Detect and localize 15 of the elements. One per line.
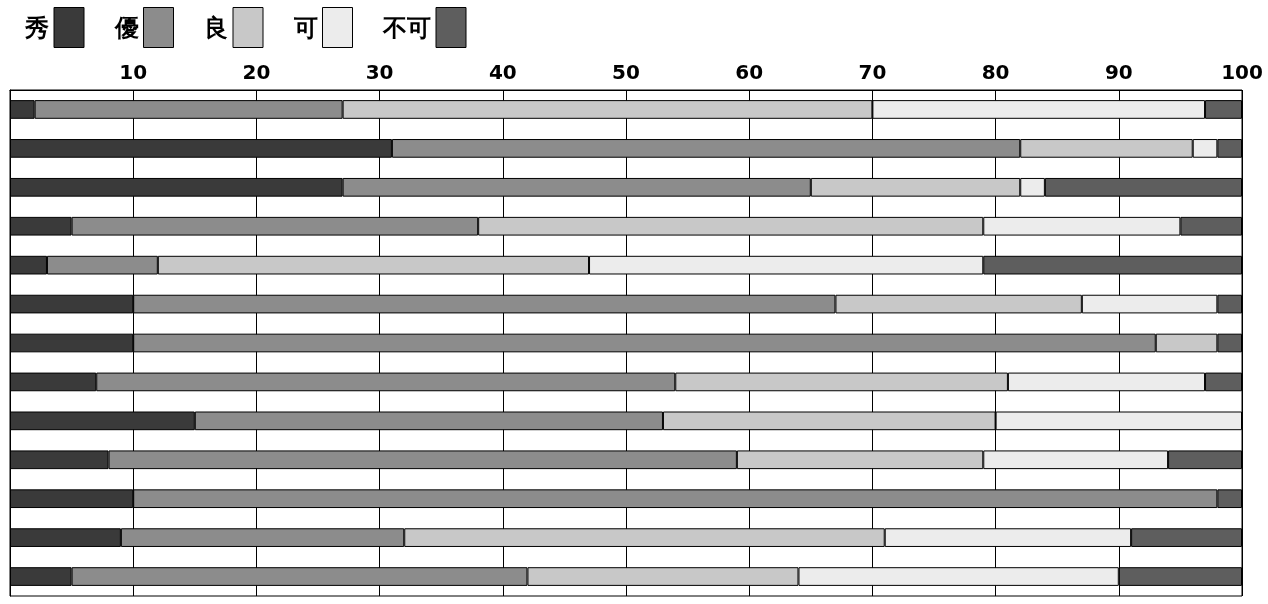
x-tick-label: 90	[1104, 60, 1133, 84]
legend-label: 秀	[24, 13, 49, 42]
legend-label: 不可	[382, 13, 431, 42]
x-tick-label: 40	[488, 60, 517, 84]
legend-label: 優	[113, 13, 139, 42]
x-tick-label: 100	[1221, 60, 1263, 84]
x-tick-label: 80	[981, 60, 1010, 84]
x-tick-label: 20	[242, 60, 271, 84]
x-tick-label: 10	[119, 60, 148, 84]
x-tick-label: 30	[365, 60, 394, 84]
x-tick-label: 70	[858, 60, 887, 84]
legend-label: 可	[292, 13, 318, 42]
x-tick-label: 60	[735, 60, 764, 84]
x-tick-label: 50	[612, 60, 640, 84]
legend-label: 良	[204, 13, 228, 42]
